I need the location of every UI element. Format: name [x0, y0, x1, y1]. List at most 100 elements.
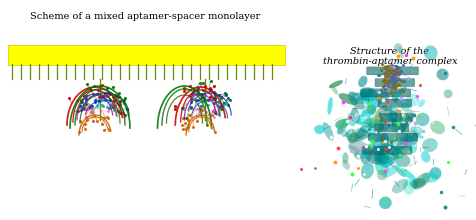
Ellipse shape: [367, 124, 379, 136]
Ellipse shape: [373, 145, 381, 160]
Ellipse shape: [385, 155, 391, 166]
Ellipse shape: [362, 93, 379, 108]
Ellipse shape: [405, 128, 413, 136]
Ellipse shape: [404, 130, 417, 147]
FancyBboxPatch shape: [360, 89, 410, 97]
Ellipse shape: [360, 116, 367, 122]
Ellipse shape: [376, 143, 386, 162]
Ellipse shape: [345, 129, 356, 141]
Ellipse shape: [348, 145, 364, 158]
Ellipse shape: [385, 106, 397, 124]
Ellipse shape: [419, 129, 425, 138]
Ellipse shape: [322, 122, 333, 141]
Ellipse shape: [387, 137, 406, 146]
Ellipse shape: [396, 86, 406, 96]
Ellipse shape: [386, 114, 398, 124]
Ellipse shape: [383, 157, 391, 165]
Ellipse shape: [422, 96, 426, 101]
Ellipse shape: [395, 125, 401, 131]
Ellipse shape: [429, 121, 444, 134]
Ellipse shape: [340, 110, 347, 114]
Ellipse shape: [384, 115, 389, 119]
Ellipse shape: [385, 98, 390, 108]
Ellipse shape: [347, 140, 368, 152]
Ellipse shape: [360, 91, 365, 100]
Ellipse shape: [437, 156, 444, 162]
Ellipse shape: [402, 179, 414, 195]
Ellipse shape: [393, 105, 398, 113]
Ellipse shape: [350, 107, 359, 123]
Ellipse shape: [404, 120, 410, 125]
Ellipse shape: [436, 69, 448, 80]
Ellipse shape: [345, 126, 351, 134]
Ellipse shape: [366, 104, 375, 114]
Ellipse shape: [347, 91, 364, 110]
FancyBboxPatch shape: [374, 124, 408, 132]
Ellipse shape: [393, 153, 409, 167]
Ellipse shape: [367, 118, 382, 130]
Ellipse shape: [374, 106, 390, 124]
Ellipse shape: [421, 138, 437, 152]
Ellipse shape: [342, 152, 348, 164]
Ellipse shape: [385, 117, 394, 127]
Ellipse shape: [382, 164, 400, 178]
Ellipse shape: [334, 120, 347, 129]
Ellipse shape: [385, 110, 389, 114]
Ellipse shape: [393, 107, 402, 121]
Ellipse shape: [396, 132, 407, 144]
Ellipse shape: [391, 118, 402, 130]
Ellipse shape: [348, 115, 353, 121]
Ellipse shape: [378, 107, 397, 118]
Ellipse shape: [374, 153, 383, 166]
Ellipse shape: [404, 116, 411, 125]
Ellipse shape: [387, 145, 402, 159]
Ellipse shape: [408, 126, 422, 135]
Ellipse shape: [421, 172, 437, 183]
Ellipse shape: [371, 121, 383, 132]
Ellipse shape: [379, 105, 387, 110]
Ellipse shape: [367, 134, 378, 150]
Ellipse shape: [397, 112, 399, 124]
Ellipse shape: [417, 99, 425, 107]
Ellipse shape: [360, 123, 375, 134]
Bar: [8, 45, 284, 65]
Ellipse shape: [397, 123, 405, 133]
Ellipse shape: [411, 180, 417, 189]
Ellipse shape: [373, 149, 387, 163]
Ellipse shape: [357, 76, 367, 87]
Ellipse shape: [330, 85, 337, 95]
Ellipse shape: [391, 91, 398, 103]
Ellipse shape: [355, 123, 371, 139]
Ellipse shape: [400, 103, 408, 112]
Ellipse shape: [360, 149, 367, 159]
Ellipse shape: [359, 144, 372, 164]
Ellipse shape: [379, 133, 388, 148]
Ellipse shape: [361, 99, 380, 114]
Ellipse shape: [396, 123, 407, 131]
Ellipse shape: [381, 143, 389, 159]
Ellipse shape: [390, 138, 396, 148]
FancyBboxPatch shape: [374, 79, 414, 87]
FancyBboxPatch shape: [366, 67, 417, 75]
Ellipse shape: [404, 124, 411, 132]
Ellipse shape: [393, 119, 403, 128]
Ellipse shape: [347, 133, 358, 143]
Ellipse shape: [347, 93, 369, 104]
Ellipse shape: [336, 118, 348, 135]
Ellipse shape: [428, 167, 441, 180]
Ellipse shape: [420, 151, 429, 163]
Ellipse shape: [363, 150, 382, 165]
Ellipse shape: [377, 122, 390, 131]
Ellipse shape: [393, 166, 405, 177]
Ellipse shape: [363, 137, 370, 143]
Ellipse shape: [352, 112, 358, 123]
Ellipse shape: [391, 179, 407, 193]
Ellipse shape: [360, 110, 370, 120]
Ellipse shape: [377, 143, 389, 154]
Ellipse shape: [377, 148, 388, 165]
Ellipse shape: [397, 46, 403, 59]
Ellipse shape: [408, 178, 425, 188]
Ellipse shape: [394, 93, 400, 103]
FancyBboxPatch shape: [379, 114, 412, 121]
Ellipse shape: [400, 92, 411, 97]
